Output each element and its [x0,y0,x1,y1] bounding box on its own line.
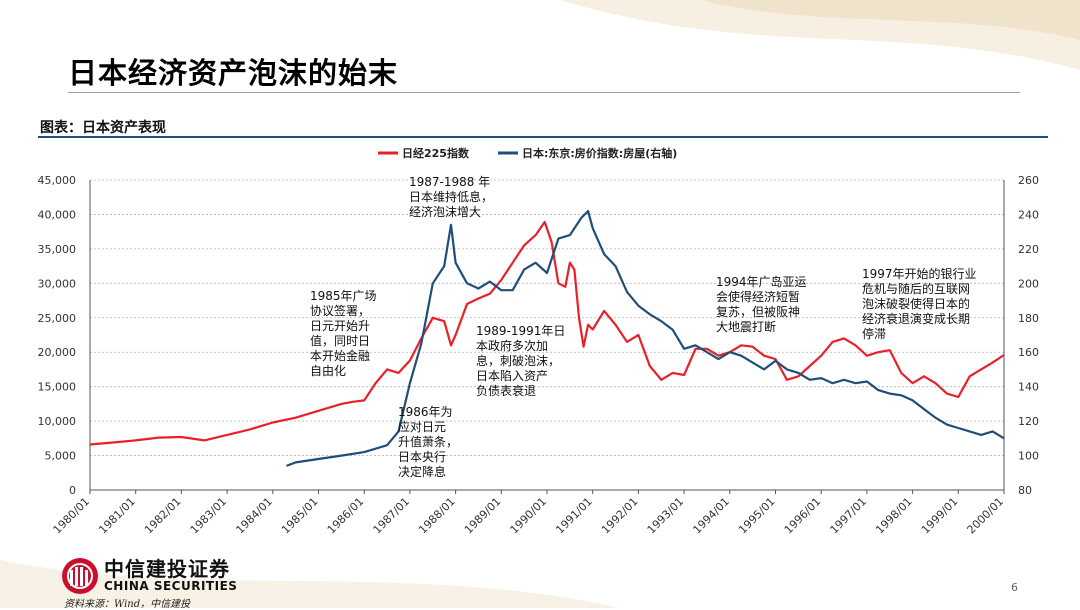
left-tick-label: 35,000 [38,243,77,256]
right-tick-label: 80 [1018,484,1032,497]
x-tick-label: 1982/01 [142,495,184,537]
annotation-text: 1989-1991年日本政府多次加息，刺破泡沫，日本陷入资产负债表衰退 [476,324,565,398]
left-tick-label: 10,000 [38,415,77,428]
chart-series [89,209,1005,467]
right-tick-label: 220 [1018,243,1039,256]
x-tick-label: 1986/01 [325,495,367,537]
nikkei-225-line [89,220,1005,446]
page-number: 6 [1011,581,1018,594]
chart-grid [89,179,1005,491]
annotation-text: 1986年为应对日元升值萧条，日本央行决定降息 [398,405,458,479]
logo-name-cn: 中信建投证券 [104,557,230,581]
x-tick-label: 1996/01 [782,495,824,537]
caption-divider [38,136,1048,138]
x-tick-label: 1994/01 [690,495,732,537]
x-tick-label: 1985/01 [279,495,321,537]
x-tick-label: 1999/01 [919,495,961,537]
left-tick-label: 20,000 [38,346,77,359]
right-tick-label: 100 [1018,450,1039,463]
left-tick-label: 0 [69,484,76,497]
right-tick-label: 160 [1018,346,1039,359]
legend-label: 日本:东京:房价指数:房屋(右轴) [522,146,677,160]
x-tick-label: 1989/01 [462,495,504,537]
right-tick-label: 140 [1018,381,1039,394]
china-securities-logo-icon [62,558,98,594]
x-tick-label: 1990/01 [508,495,550,537]
tokyo-housing-index-line [286,209,1005,467]
annotation-text: 1987-1988 年日本维持低息，经济泡沫增大 [409,175,493,219]
title-divider [68,92,1020,93]
left-tick-label: 15,000 [38,381,77,394]
right-axis-ticks: 80 100 120 140 160 180 200 220 240 260 [1018,174,1039,497]
x-tick-label: 1992/01 [599,495,641,537]
left-tick-label: 40,000 [38,208,77,221]
left-tick-label: 5,000 [45,450,77,463]
x-tick-label: 1987/01 [371,495,413,537]
right-tick-label: 180 [1018,312,1039,325]
x-tick-label: 1993/01 [645,495,687,537]
source-note: 资料来源：Wind，中信建投 [64,599,191,610]
x-tick-label: 1988/01 [416,495,458,537]
right-tick-label: 120 [1018,415,1039,428]
logo-name-en: CHINA SECURITIES [104,579,238,593]
chart-legend: 日经225指数 日本:东京:房价指数:房屋(右轴) [378,146,677,160]
x-tick-label: 1997/01 [828,495,870,537]
x-tick-label: 1991/01 [553,495,595,537]
right-tick-label: 200 [1018,277,1039,290]
x-tick-label: 1995/01 [736,495,778,537]
x-tick-label: 1998/01 [873,495,915,537]
left-tick-label: 25,000 [38,312,77,325]
legend-label: 日经225指数 [402,146,470,160]
figure-caption: 图表：日本资产表现 [40,120,166,136]
annotation-text: 1994年广岛亚运会使得经济短暂复苏，但被阪神大地震打断 [716,274,807,334]
left-axis-ticks: 0 5,000 10,000 15,000 20,000 25,000 30,000 35,0… [38,174,77,497]
right-tick-label: 240 [1018,208,1039,221]
x-tick-label: 1980/01 [51,495,93,537]
annotation-text: 1997年开始的银行业危机与随后的互联网泡沫破裂使得日本的经济衰退演变成长期停滞 [862,266,977,341]
right-tick-label: 260 [1018,174,1039,187]
x-tick-label: 2000/01 [965,495,1007,537]
x-axis-ticks: 1980/01 1981/01 1982/01 1983/01 1984/01 1985/… [51,490,1007,537]
left-tick-label: 30,000 [38,277,77,290]
x-tick-label: 1981/01 [96,495,138,537]
page-title: 日本经济资产泡沫的始末 [68,56,399,90]
x-tick-label: 1983/01 [188,495,230,537]
annotation-text: 1985年广场协议签署，日元开始升值，同时日本开始金融自由化 [310,289,377,378]
left-tick-label: 45,000 [38,174,77,187]
chart-annotations: 1985年广场协议签署，日元开始升值，同时日本开始金融自由化 1986年为应对日元… [310,175,977,479]
x-tick-label: 1984/01 [233,495,275,537]
